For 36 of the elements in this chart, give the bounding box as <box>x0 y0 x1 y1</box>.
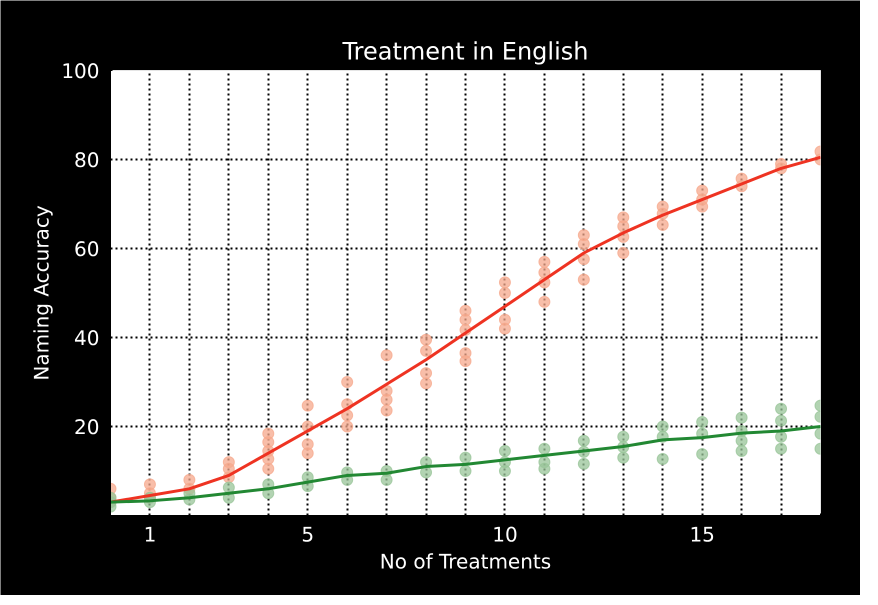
chart-title: Treatment in English <box>342 38 588 66</box>
point <box>498 465 511 477</box>
point <box>460 465 472 477</box>
point <box>775 414 788 427</box>
x-tick-label: 5 <box>301 522 314 546</box>
point <box>696 416 708 428</box>
y-tick-label: 100 <box>61 59 100 83</box>
point <box>736 444 748 457</box>
x-tick-label: 10 <box>492 522 518 546</box>
point <box>696 448 708 460</box>
point <box>538 442 550 455</box>
y-tick-label: 40 <box>74 326 100 350</box>
point <box>736 412 748 424</box>
y-axis-title: Naming Accuracy <box>29 205 54 381</box>
point <box>775 430 788 443</box>
point <box>380 474 393 486</box>
point <box>578 458 590 470</box>
x-tick-label: 15 <box>689 522 715 546</box>
point <box>617 430 630 443</box>
point <box>617 452 630 464</box>
point <box>538 462 550 475</box>
point <box>656 420 669 432</box>
y-tick-label: 60 <box>74 237 100 261</box>
point <box>578 434 590 447</box>
point <box>222 481 235 494</box>
y-tick-label: 20 <box>74 415 100 439</box>
x-axis-title: No of Treatments <box>380 550 552 574</box>
point <box>775 402 788 415</box>
x-tick-label: 1 <box>144 522 156 546</box>
point <box>656 452 669 465</box>
point <box>775 442 788 455</box>
point <box>498 444 511 457</box>
point <box>420 466 432 478</box>
y-tick-label: 80 <box>74 148 100 172</box>
point <box>460 452 472 464</box>
point <box>736 434 748 447</box>
